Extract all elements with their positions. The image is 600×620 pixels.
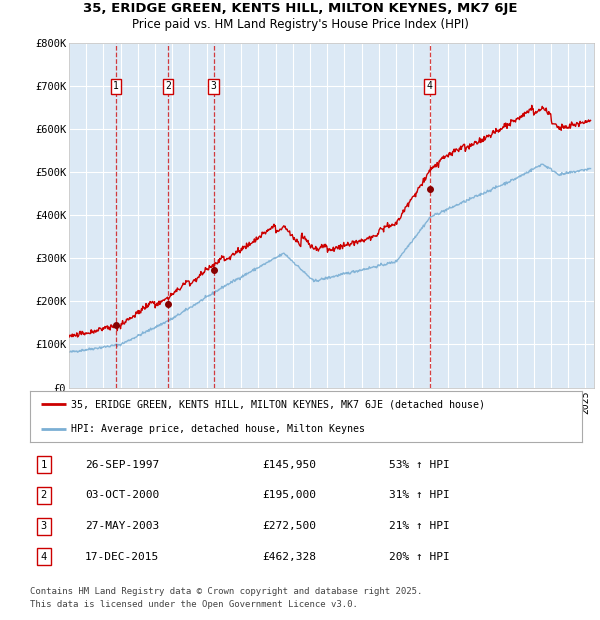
Text: 35, ERIDGE GREEN, KENTS HILL, MILTON KEYNES, MK7 6JE: 35, ERIDGE GREEN, KENTS HILL, MILTON KEY… bbox=[83, 1, 517, 14]
Text: 53% ↑ HPI: 53% ↑ HPI bbox=[389, 460, 449, 470]
Text: 03-OCT-2000: 03-OCT-2000 bbox=[85, 490, 160, 500]
Text: 4: 4 bbox=[41, 552, 47, 562]
Text: 4: 4 bbox=[427, 81, 433, 91]
Text: 20% ↑ HPI: 20% ↑ HPI bbox=[389, 552, 449, 562]
Text: £145,950: £145,950 bbox=[262, 460, 316, 470]
Text: 21% ↑ HPI: 21% ↑ HPI bbox=[389, 521, 449, 531]
Text: HPI: Average price, detached house, Milton Keynes: HPI: Average price, detached house, Milt… bbox=[71, 424, 365, 434]
Text: Contains HM Land Registry data © Crown copyright and database right 2025.: Contains HM Land Registry data © Crown c… bbox=[30, 587, 422, 596]
Text: 17-DEC-2015: 17-DEC-2015 bbox=[85, 552, 160, 562]
Text: 3: 3 bbox=[41, 521, 47, 531]
Text: 1: 1 bbox=[41, 460, 47, 470]
Text: Price paid vs. HM Land Registry's House Price Index (HPI): Price paid vs. HM Land Registry's House … bbox=[131, 18, 469, 31]
Text: 2: 2 bbox=[41, 490, 47, 500]
Text: £272,500: £272,500 bbox=[262, 521, 316, 531]
Text: 31% ↑ HPI: 31% ↑ HPI bbox=[389, 490, 449, 500]
Text: This data is licensed under the Open Government Licence v3.0.: This data is licensed under the Open Gov… bbox=[30, 600, 358, 609]
Text: 3: 3 bbox=[211, 81, 217, 91]
Text: 2: 2 bbox=[165, 81, 171, 91]
Text: 35, ERIDGE GREEN, KENTS HILL, MILTON KEYNES, MK7 6JE (detached house): 35, ERIDGE GREEN, KENTS HILL, MILTON KEY… bbox=[71, 399, 485, 409]
Text: £462,328: £462,328 bbox=[262, 552, 316, 562]
Text: 27-MAY-2003: 27-MAY-2003 bbox=[85, 521, 160, 531]
Text: 26-SEP-1997: 26-SEP-1997 bbox=[85, 460, 160, 470]
Text: £195,000: £195,000 bbox=[262, 490, 316, 500]
Text: 1: 1 bbox=[113, 81, 119, 91]
